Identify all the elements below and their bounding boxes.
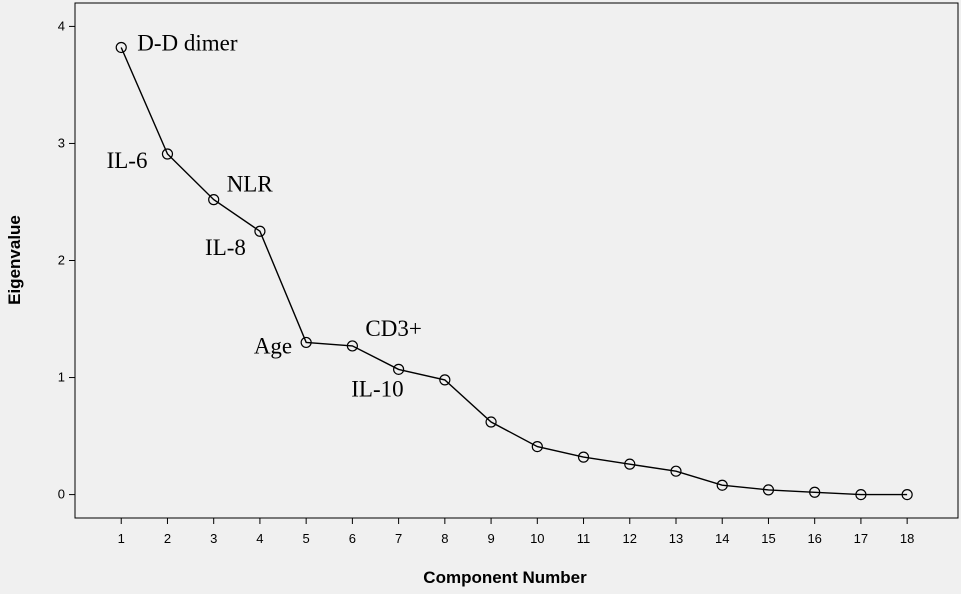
y-axis-title: Eigenvalue [5, 215, 24, 305]
data-point-10 [531, 441, 543, 453]
x-axis-title: Component Number [423, 568, 587, 587]
data-point-11 [577, 451, 590, 463]
x-tick-label: 4 [256, 531, 263, 546]
x-tick-label: 3 [210, 531, 217, 546]
data-point-7 [393, 363, 405, 375]
data-point-18 [901, 488, 913, 501]
x-tick-label: 9 [487, 531, 494, 546]
x-tick-label: 5 [303, 531, 310, 546]
y-tick-label: 1 [58, 370, 65, 385]
data-point-3 [208, 194, 220, 206]
data-point-12 [624, 458, 636, 470]
data-point-1 [115, 41, 127, 54]
x-tick-label: 12 [623, 531, 637, 546]
x-tick-label: 1 [118, 531, 125, 546]
data-point-14 [716, 479, 728, 491]
x-tick-label: 16 [807, 531, 821, 546]
data-point-8 [439, 374, 451, 386]
data-point-15 [762, 484, 775, 496]
x-tick-label: 11 [577, 531, 591, 546]
x-tick-label: 7 [395, 531, 402, 546]
plot-area [74, 2, 959, 519]
y-axis: 0 1 2 3 4 [58, 18, 75, 502]
data-point-2 [161, 148, 174, 160]
x-tick-label: 18 [900, 531, 914, 546]
y-tick-label: 2 [58, 253, 65, 268]
y-tick-label: 0 [58, 487, 65, 502]
data-point-6 [346, 340, 358, 352]
data-points [115, 41, 913, 501]
eigenvalue-line [120, 47, 908, 496]
x-tick-label: 6 [349, 531, 356, 546]
x-tick-label: 15 [761, 531, 775, 546]
data-point-13 [670, 465, 682, 477]
y-tick-label: 4 [58, 18, 65, 33]
x-tick-label: 17 [854, 531, 868, 546]
x-tick-label: 2 [164, 531, 171, 546]
x-tick-label: 14 [715, 531, 729, 546]
data-point-9 [485, 416, 497, 428]
x-tick-label: 8 [441, 531, 448, 546]
annotation-label: IL-8 [205, 235, 246, 260]
x-axis: 1 2 3 4 5 6 7 8 9 10 11 12 13 14 15 16 17 18 [118, 518, 914, 546]
annotation-label: NLR [227, 172, 274, 197]
data-point-5 [300, 336, 312, 349]
annotation-label: D-D dimer [137, 30, 238, 55]
y-tick-label: 3 [58, 135, 65, 150]
annotation-label: Age [254, 333, 292, 358]
x-tick-label: 10 [530, 531, 544, 546]
x-tick-label: 13 [669, 531, 683, 546]
data-point-17 [855, 488, 867, 501]
annotation-label: IL-10 [351, 376, 403, 401]
annotation-label: IL-6 [107, 148, 148, 173]
point-annotations: D-D dimer IL-6 NLR IL-8 Age CD3+ IL-10 [107, 30, 422, 401]
annotation-label: CD3+ [365, 316, 421, 341]
data-point-4 [254, 225, 266, 237]
data-point-16 [809, 486, 821, 498]
